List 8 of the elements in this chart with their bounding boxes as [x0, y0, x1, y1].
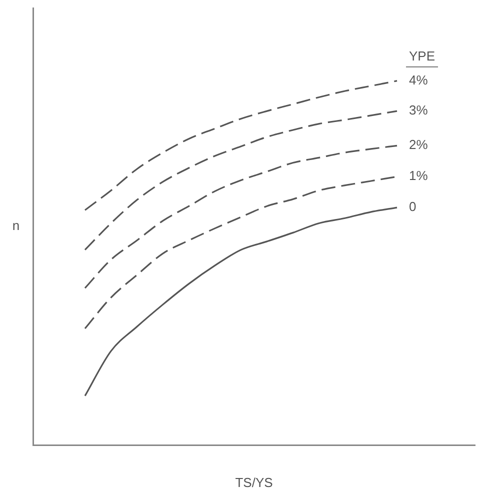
series-label: 1%: [409, 168, 428, 184]
series-label: 2%: [409, 137, 428, 152]
y-axis-title: n: [12, 218, 20, 234]
legend-title: YPE: [409, 48, 436, 64]
series-label: 4%: [409, 72, 428, 88]
series-label: 3%: [409, 102, 428, 118]
x-axis-title: TS/YS: [235, 474, 274, 490]
series-label: 0: [409, 199, 416, 214]
